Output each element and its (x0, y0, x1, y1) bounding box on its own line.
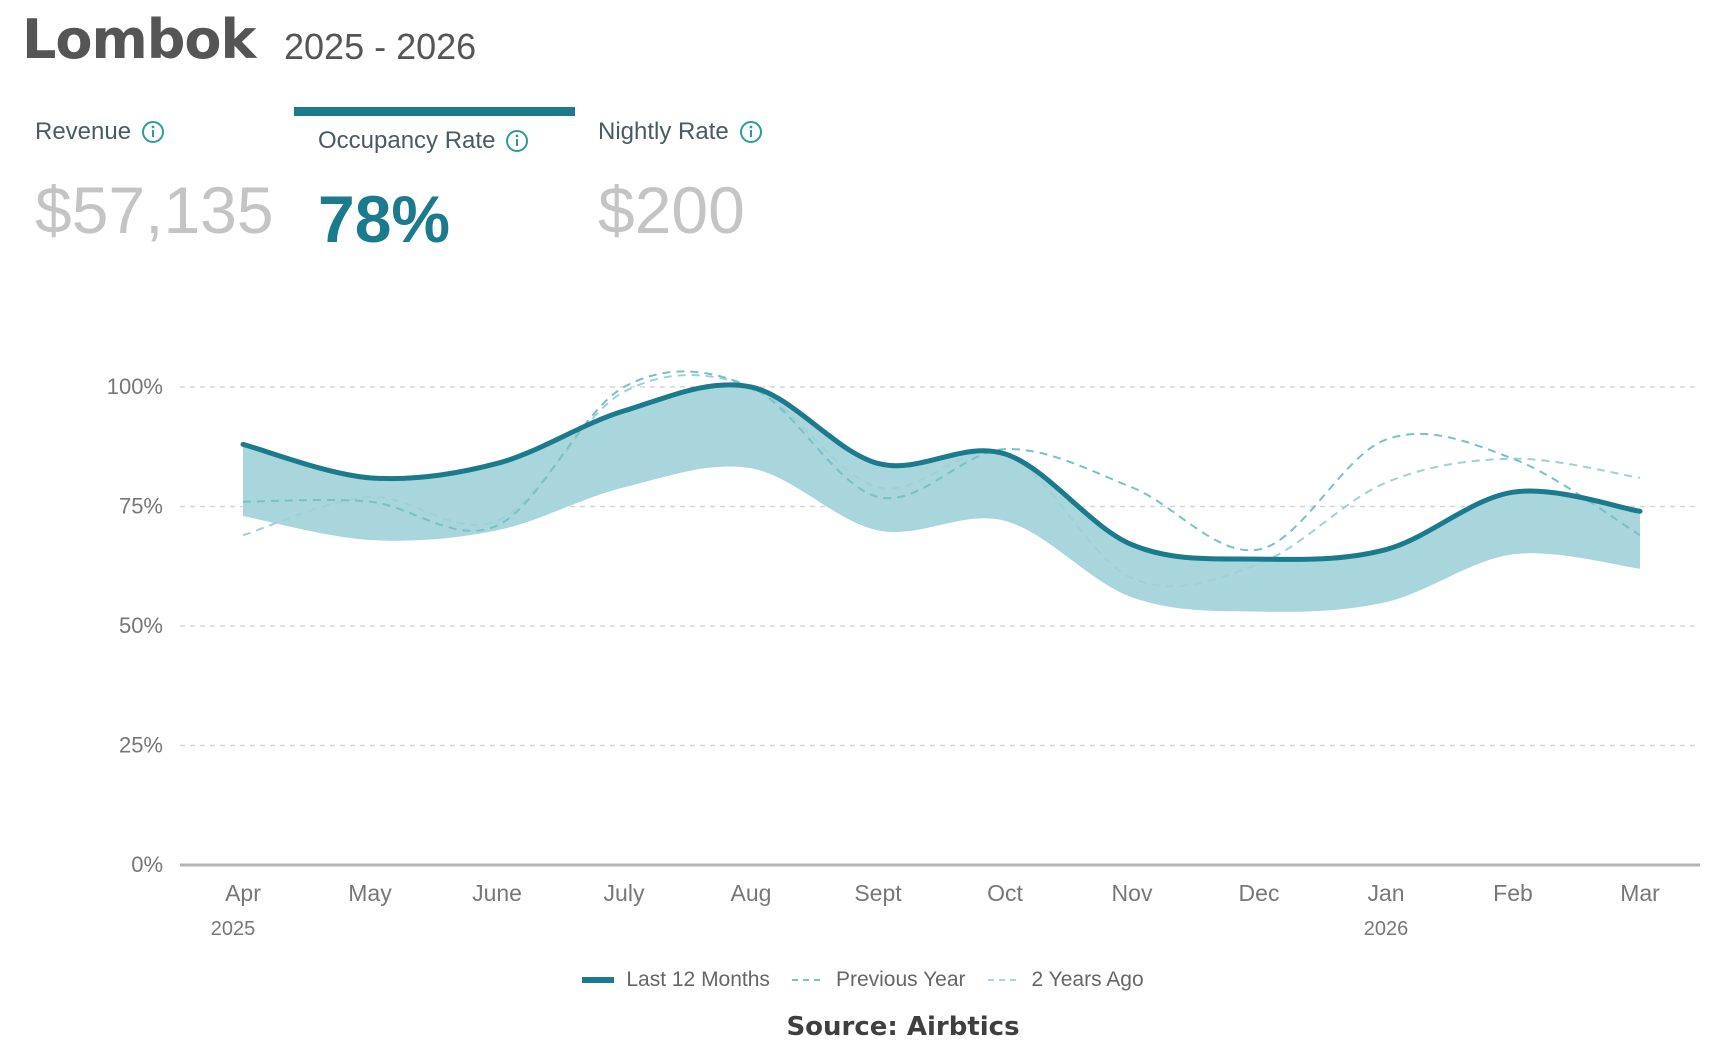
y-tick-label: 0% (131, 852, 163, 877)
y-tick-label: 25% (119, 733, 163, 758)
nightly-rate-label: Nightly Rate (598, 118, 729, 145)
x-tick-label: Apr (225, 880, 261, 906)
y-tick-label: 50% (119, 613, 163, 638)
legend-item-2-years-ago[interactable]: 2 Years Ago (987, 968, 1144, 992)
x-tick-label: May (348, 880, 392, 906)
info-icon[interactable] (141, 120, 165, 144)
x-year-label: 2025 (211, 918, 256, 940)
occupancy-chart: 0% 25% 50% 75% 100% Apr May June July Aug Sept Oct N… (107, 370, 1700, 940)
legend-label: 2 Years Ago (1031, 968, 1144, 991)
revenue-value: $57,135 (35, 173, 274, 247)
series-line-2-years-ago (242, 374, 1641, 588)
x-tick-label: Mar (1620, 880, 1660, 906)
x-tick-label: July (604, 880, 645, 906)
source-caption: Source: Airbtics (786, 1012, 1020, 1042)
nightly-rate-value: $200 (598, 173, 745, 247)
y-tick-label: 75% (119, 494, 163, 519)
x-year-label: 2026 (1364, 918, 1409, 940)
info-icon[interactable] (739, 120, 763, 144)
y-tick-label: 100% (107, 374, 163, 399)
series-line-last-12-months (240, 382, 1643, 562)
legend-swatch-dashed (791, 979, 824, 981)
page-title: Lombok (22, 8, 256, 71)
active-tab-indicator (294, 107, 575, 116)
legend-swatch-solid (582, 977, 615, 983)
metric-nightly-rate[interactable]: Nightly Rate $200 (598, 118, 763, 248)
legend-swatch-dashed (987, 979, 1020, 981)
legend-item-last-12-months[interactable]: Last 12 Months (582, 968, 770, 992)
series-band-area (243, 384, 1640, 612)
series-line-previous-year (242, 370, 1641, 552)
chart-legend: Last 12 Months Previous Year 2 Years Ago (0, 968, 1726, 992)
legend-label: Previous Year (835, 968, 966, 991)
legend-item-previous-year[interactable]: Previous Year (791, 968, 966, 992)
year-range: 2025 - 2026 (284, 26, 477, 67)
x-tick-label: Nov (1112, 880, 1153, 906)
legend-label: Last 12 Months (626, 968, 770, 991)
x-tick-label: June (472, 880, 522, 906)
x-tick-label: Dec (1239, 880, 1280, 906)
metric-occupancy[interactable]: Occupancy Rate 78% (318, 127, 529, 257)
x-tick-label: Sept (854, 880, 902, 906)
occupancy-label: Occupancy Rate (318, 127, 496, 154)
metric-revenue[interactable]: Revenue $57,135 (35, 118, 274, 248)
x-tick-label: Oct (987, 880, 1023, 906)
x-tick-label: Feb (1493, 880, 1533, 906)
x-tick-label: Jan (1367, 880, 1404, 906)
x-tick-label: Aug (731, 880, 772, 906)
occupancy-value: 78% (318, 182, 451, 256)
revenue-label: Revenue (35, 118, 132, 145)
info-icon[interactable] (505, 129, 529, 153)
